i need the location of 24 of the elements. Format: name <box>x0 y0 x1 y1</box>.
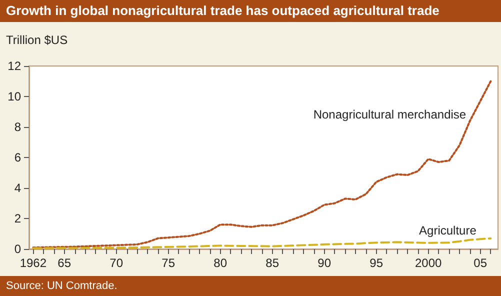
x-tick-label: 05 <box>474 256 488 270</box>
y-tick-label: 10 <box>8 90 22 104</box>
x-tick-label: 80 <box>214 256 228 270</box>
x-tick-label: 65 <box>58 256 72 270</box>
x-tick-label: 85 <box>266 256 280 270</box>
x-tick-label: 75 <box>162 256 176 270</box>
y-tick-label: 4 <box>14 181 22 195</box>
x-tick-label: 70 <box>110 256 124 270</box>
y-tick-label: 6 <box>14 150 22 164</box>
source-note: Source: UN Comtrade. <box>0 276 501 296</box>
line-series <box>32 80 492 248</box>
line-series <box>32 237 492 250</box>
y-tick-label: 0 <box>14 242 22 256</box>
y-tick-label: 12 <box>8 59 22 73</box>
x-tick-label: 2000 <box>414 256 442 270</box>
series-label: Agriculture <box>419 223 477 238</box>
y-axis-title: Trillion $US <box>6 33 68 47</box>
x-tick-label: 90 <box>318 256 332 270</box>
x-tick-label: 1962 <box>20 256 47 270</box>
y-tick-label: 8 <box>14 120 22 134</box>
series-label: Nonagricultural merchandise <box>313 107 466 122</box>
y-tick-label: 2 <box>14 212 22 226</box>
x-tick-label: 95 <box>370 256 384 270</box>
chart-title: Growth in global nonagricultural trade has outpaced agricultural trade <box>0 0 501 22</box>
